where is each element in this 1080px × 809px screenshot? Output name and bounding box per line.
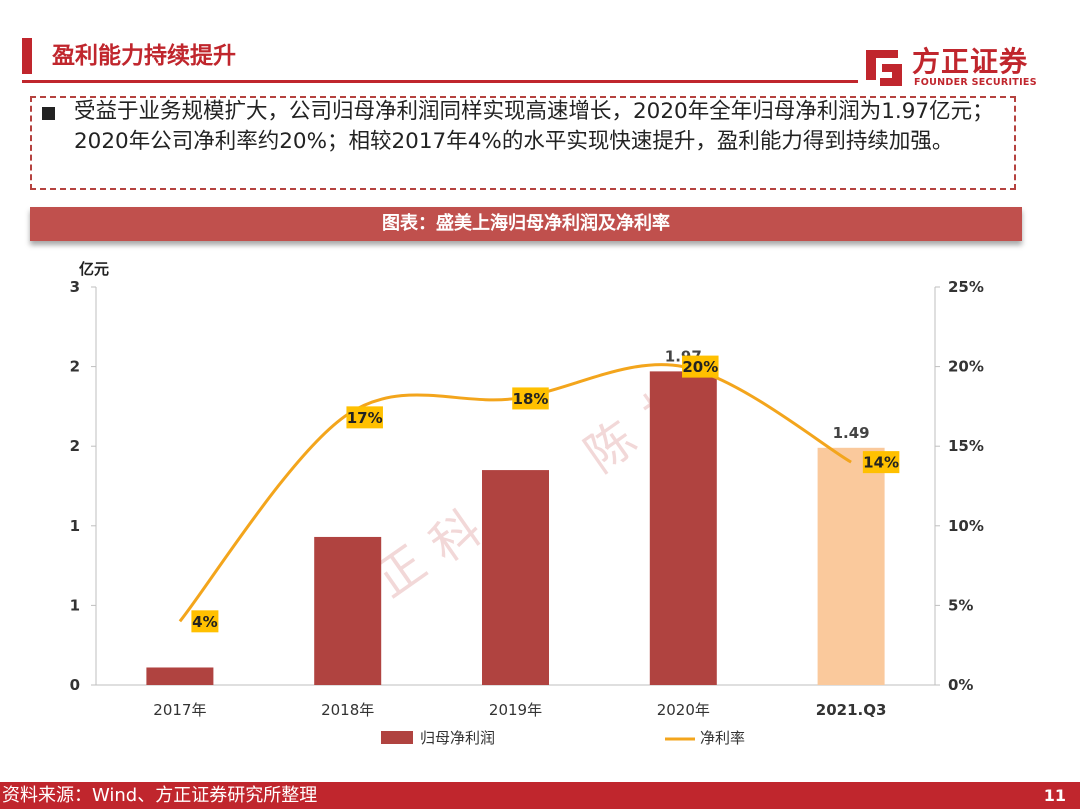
x-tick-label: 2017年	[153, 701, 206, 719]
bar-2018年	[314, 536, 382, 685]
x-tick-label: 2019年	[489, 701, 542, 719]
profit-chart: 方正科技陈杭0112230%5%10%15%20%25%亿元1.971.4920…	[70, 260, 984, 747]
y-right-tick-label: 25%	[948, 278, 984, 296]
title-accent-bar	[22, 38, 32, 74]
bar-2019年	[482, 470, 549, 685]
legend-bar-label: 归母净利润	[420, 729, 495, 747]
chart-title: 图表：盛美上海归母净利润及净利率	[382, 213, 670, 234]
margin-label-bg	[346, 406, 383, 429]
x-tick-label: 2020年	[657, 701, 710, 719]
bullet-box	[30, 96, 1016, 190]
y-axis-unit-label: 亿元	[79, 260, 109, 278]
y-right-tick-label: 5%	[948, 596, 973, 614]
bar-value-label: 1.49	[833, 424, 870, 442]
y-left-tick-label: 2	[70, 358, 80, 376]
margin-value-label: 17%	[347, 409, 383, 427]
logo-chinese-name: 方正证券	[912, 45, 1029, 78]
margin-label-bg	[191, 610, 219, 633]
margin-value-label: 14%	[863, 454, 899, 472]
founder-logo: 方正证券 FOUNDER SECURITIES	[862, 40, 1062, 94]
y-left-tick-label: 0	[70, 676, 80, 694]
y-left-tick-label: 3	[70, 278, 80, 296]
logo-english-name: FOUNDER SECURITIES	[914, 77, 1037, 88]
legend-bar-swatch	[381, 731, 413, 744]
y-right-tick-label: 0%	[948, 676, 973, 694]
bar-2021.Q3	[817, 447, 885, 685]
chart-banner: 图表：盛美上海归母净利润及净利率	[30, 207, 1022, 241]
watermark-char: 科	[420, 500, 491, 573]
margin-label-bg	[682, 355, 719, 378]
y-left-tick-label: 2	[70, 437, 80, 455]
watermark-char: 陈	[575, 410, 646, 483]
margin-label-bg	[512, 387, 549, 410]
margin-value-label: 4%	[192, 613, 217, 631]
y-right-tick-label: 10%	[948, 517, 984, 535]
y-right-tick-label: 20%	[948, 358, 984, 376]
footer-bar	[0, 782, 1080, 809]
bullet-square-icon	[42, 107, 55, 120]
source-note: 资料来源：Wind、方正证券研究所整理	[2, 785, 318, 806]
page-number: 11	[1043, 786, 1066, 805]
margin-value-label: 18%	[513, 390, 549, 408]
page-title: 盈利能力持续提升	[52, 43, 236, 69]
bar-2020年	[649, 371, 717, 685]
x-tick-label: 2021.Q3	[816, 701, 887, 719]
legend-line-label: 净利率	[700, 729, 745, 747]
x-tick-label: 2018年	[321, 701, 374, 719]
founder-logo-icon	[866, 50, 902, 86]
y-left-tick-label: 1	[70, 517, 80, 535]
margin-value-label: 20%	[682, 358, 718, 376]
title-underline	[22, 80, 858, 83]
bar-2017年	[146, 667, 214, 685]
bullet-text: 受益于业务规模扩大，公司归母净利润同样实现高速增长，2020年全年归母净利润为1…	[74, 99, 994, 154]
margin-label-bg	[862, 451, 900, 474]
y-left-tick-label: 1	[70, 596, 80, 614]
y-right-tick-label: 15%	[948, 437, 984, 455]
